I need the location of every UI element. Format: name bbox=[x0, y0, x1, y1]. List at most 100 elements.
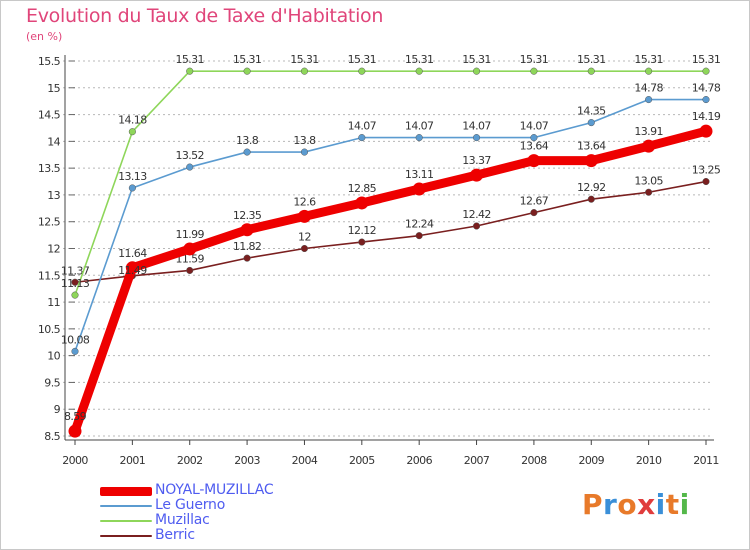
data-point bbox=[645, 67, 653, 75]
data-label: 15.31 bbox=[634, 53, 663, 66]
data-label: 11.99 bbox=[175, 228, 204, 241]
data-point bbox=[243, 254, 251, 262]
legend-swatch bbox=[100, 520, 152, 522]
data-point bbox=[412, 182, 426, 196]
data-label: 13.11 bbox=[405, 168, 434, 181]
data-point bbox=[645, 188, 653, 196]
data-point bbox=[415, 134, 423, 142]
data-point bbox=[297, 209, 311, 223]
data-label: 12.6 bbox=[293, 195, 316, 208]
data-point bbox=[300, 244, 309, 253]
data-point bbox=[186, 266, 194, 275]
data-label: 12.24 bbox=[405, 218, 434, 231]
data-point bbox=[587, 67, 595, 75]
data-point bbox=[527, 154, 541, 168]
data-point bbox=[183, 242, 197, 256]
series-line bbox=[74, 98, 707, 353]
x-tick-label: 2002 bbox=[177, 454, 203, 467]
y-tick-label: 9.5 bbox=[44, 376, 60, 389]
data-point bbox=[243, 148, 251, 156]
y-tick-label: 12.5 bbox=[38, 216, 61, 229]
data-label: 13.8 bbox=[293, 134, 316, 147]
data-point bbox=[243, 67, 251, 75]
data-label: 12 bbox=[298, 231, 311, 244]
data-point bbox=[128, 128, 136, 136]
data-label: 13.52 bbox=[175, 149, 204, 162]
logo-letter: i bbox=[679, 488, 690, 521]
series-line bbox=[74, 70, 707, 296]
data-point bbox=[530, 209, 538, 217]
legend-swatch bbox=[100, 505, 152, 507]
y-tick-label: 15.5 bbox=[38, 55, 61, 68]
x-tick-label: 2011 bbox=[693, 454, 719, 467]
data-label: 15.31 bbox=[520, 53, 549, 66]
data-point bbox=[530, 67, 538, 75]
data-point bbox=[300, 148, 309, 156]
data-label: 14.78 bbox=[692, 82, 721, 95]
data-point bbox=[415, 67, 423, 75]
data-point bbox=[358, 67, 366, 75]
logo-letter: i bbox=[655, 488, 666, 521]
data-label: 14.07 bbox=[462, 120, 491, 133]
data-label: 13.64 bbox=[520, 140, 549, 153]
series-line bbox=[74, 180, 707, 284]
data-point bbox=[699, 124, 713, 138]
data-point bbox=[355, 196, 369, 210]
data-label: 14.07 bbox=[348, 120, 377, 133]
legend-label: Berric bbox=[155, 527, 195, 543]
data-label: 12.67 bbox=[520, 195, 549, 208]
logo-letter: x bbox=[637, 488, 656, 521]
logo-letter: o bbox=[617, 488, 638, 521]
data-point bbox=[358, 238, 366, 246]
legend-label: Le Guerno bbox=[155, 497, 226, 513]
data-point bbox=[300, 67, 309, 75]
data-label: 14.18 bbox=[118, 114, 147, 127]
data-label: 12.85 bbox=[348, 182, 377, 195]
data-label: 15.31 bbox=[692, 53, 721, 66]
x-tick-label: 2004 bbox=[292, 454, 318, 467]
y-tick-label: 14.5 bbox=[38, 109, 61, 122]
data-label: 13.64 bbox=[577, 140, 606, 153]
x-tick-label: 2006 bbox=[406, 454, 432, 467]
data-point bbox=[472, 67, 481, 75]
data-label: 11.13 bbox=[61, 277, 90, 290]
x-tick-label: 2005 bbox=[349, 454, 375, 467]
data-point bbox=[702, 96, 710, 104]
data-label: 12.42 bbox=[462, 208, 491, 221]
data-point bbox=[587, 195, 595, 203]
data-point bbox=[470, 168, 484, 182]
data-label: 10.08 bbox=[61, 333, 90, 346]
data-label: 13.91 bbox=[634, 125, 663, 138]
data-point bbox=[645, 96, 653, 104]
data-label: 15.31 bbox=[405, 53, 434, 66]
data-point bbox=[587, 119, 595, 127]
y-tick-label: 10 bbox=[47, 350, 60, 363]
x-tick-label: 2009 bbox=[578, 454, 604, 467]
data-label: 14.07 bbox=[520, 120, 549, 133]
data-label: 13.05 bbox=[634, 174, 663, 187]
data-label: 15.31 bbox=[233, 53, 262, 66]
data-label: 14.19 bbox=[692, 110, 721, 123]
x-tick-label: 2008 bbox=[521, 454, 547, 467]
data-point bbox=[71, 291, 79, 299]
data-label: 15.31 bbox=[462, 53, 491, 66]
chart-title: Evolution du Taux de Taxe d'Habitation bbox=[26, 5, 384, 27]
y-tick-label: 8.5 bbox=[44, 430, 60, 443]
proxiti-logo: Proxiti bbox=[582, 488, 690, 521]
y-tick-label: 13 bbox=[47, 189, 60, 202]
data-label: 14.07 bbox=[405, 120, 434, 133]
data-point bbox=[358, 134, 366, 142]
logo-letter: r bbox=[603, 488, 618, 521]
x-tick-label: 2000 bbox=[62, 454, 88, 467]
data-label: 15.31 bbox=[290, 53, 319, 66]
data-point bbox=[68, 424, 82, 438]
data-label: 15.31 bbox=[577, 53, 606, 66]
data-point bbox=[642, 139, 656, 153]
series-line bbox=[70, 126, 711, 436]
data-label: 11.64 bbox=[118, 247, 147, 260]
data-label: 13.25 bbox=[692, 164, 721, 177]
data-label: 11.82 bbox=[233, 240, 262, 253]
data-label: 13.37 bbox=[462, 154, 491, 167]
data-label: 13.13 bbox=[118, 170, 147, 183]
